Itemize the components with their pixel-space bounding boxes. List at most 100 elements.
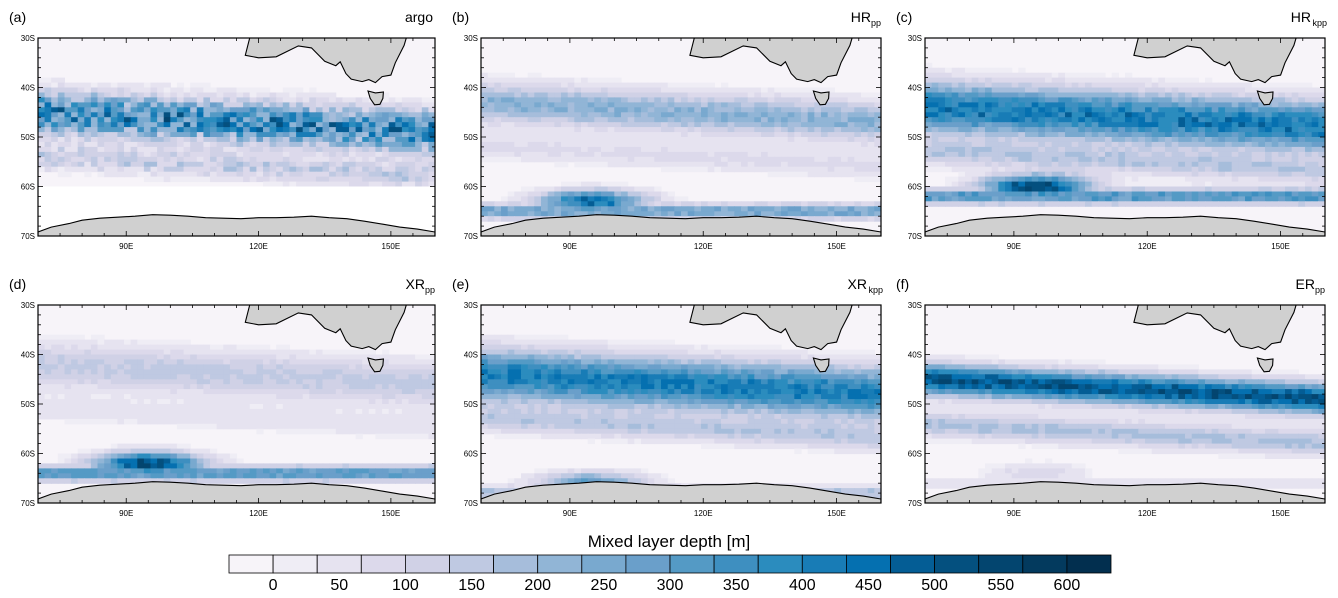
panel-letter: (a) <box>9 9 26 25</box>
colorbar-swatch <box>272 554 318 574</box>
colorbar-swatch <box>404 554 450 574</box>
lat-tick-label: 70S <box>21 232 35 241</box>
lon-tick-label: 120E <box>249 509 268 518</box>
lat-tick-label: 40S <box>21 84 35 93</box>
lon-tick-label: 90E <box>1007 242 1021 251</box>
colorbar-tick-label: 400 <box>789 577 816 594</box>
lat-tick-label: 60S <box>908 450 922 459</box>
antarctica-landmass <box>481 481 881 503</box>
lon-tick-label: 120E <box>1138 509 1157 518</box>
lat-tick-label: 40S <box>464 84 478 93</box>
lat-tick-label: 60S <box>908 183 922 192</box>
lon-tick-label: 120E <box>694 509 713 518</box>
antarctica-landmass <box>925 214 1325 236</box>
australia-landmass <box>244 38 435 84</box>
colorbar-swatch <box>581 554 627 574</box>
colorbar-swatch <box>449 554 494 574</box>
panel-title: HR <box>1291 9 1311 25</box>
panel-e: 30S 40S 50S 60S 70S 90E 120E 150E (e) XR kpp <box>452 276 883 518</box>
lat-tick-label: 30S <box>908 301 922 310</box>
tasmania-landmass <box>812 357 830 373</box>
colorbar-tick-label: 50 <box>330 577 348 594</box>
lat-tick-label: 60S <box>464 183 478 192</box>
colorbar-title: Mixed layer depth [m] <box>588 532 751 551</box>
colorbar-swatch <box>360 554 406 574</box>
colorbar-tick-label: 100 <box>392 577 419 594</box>
lat-tick-label: 40S <box>464 351 478 360</box>
antarctica-landmass <box>38 481 435 503</box>
colorbar-swatch <box>669 554 715 574</box>
panel-title: HR <box>851 9 871 25</box>
colorbar-swatch <box>625 554 671 574</box>
tasmania-landmass <box>367 90 385 106</box>
lon-tick-label: 150E <box>382 509 401 518</box>
colorbar-swatch <box>846 554 891 574</box>
panel-title: argo <box>405 9 433 25</box>
antarctica-landmass <box>481 214 881 236</box>
lat-tick-label: 60S <box>21 183 35 192</box>
colorbar-tick-label: 200 <box>524 577 551 594</box>
australia-landmass <box>244 305 435 351</box>
lat-tick-label: 70S <box>464 499 478 508</box>
lat-tick-label: 50S <box>464 400 478 409</box>
lon-tick-label: 90E <box>1007 509 1021 518</box>
panel-title-subscript: kpp <box>1312 18 1327 28</box>
lat-tick-label: 50S <box>21 133 35 142</box>
panel-letter: (d) <box>9 276 26 292</box>
lat-tick-label: 70S <box>464 232 478 241</box>
panel-title: XR <box>406 276 425 292</box>
panel-letter: (b) <box>452 9 469 25</box>
colorbar-swatch <box>890 554 935 574</box>
colorbar-swatch <box>1022 554 1068 574</box>
lat-tick-label: 40S <box>908 84 922 93</box>
lon-tick-label: 90E <box>119 509 133 518</box>
lat-tick-label: 40S <box>21 351 35 360</box>
lat-tick-label: 60S <box>21 450 35 459</box>
panel-letter: (c) <box>896 9 912 25</box>
colorbar-tick-label: 300 <box>657 577 684 594</box>
lat-tick-label: 40S <box>908 351 922 360</box>
lat-tick-label: 50S <box>464 133 478 142</box>
lon-tick-label: 120E <box>249 242 268 251</box>
tasmania-landmass <box>367 357 385 373</box>
colorbar-tick-label: 500 <box>921 577 948 594</box>
lat-tick-label: 70S <box>908 499 922 508</box>
tasmania-landmass <box>1256 90 1274 106</box>
lat-tick-label: 30S <box>464 301 478 310</box>
colorbar-tick-label: 350 <box>723 577 750 594</box>
colorbar-tick-label: 550 <box>987 577 1014 594</box>
australia-landmass <box>689 305 881 351</box>
lat-tick-label: 70S <box>908 232 922 241</box>
lat-tick-label: 70S <box>21 499 35 508</box>
lon-tick-label: 150E <box>1271 509 1290 518</box>
lon-tick-label: 150E <box>382 242 401 251</box>
colorbar-swatch <box>801 554 847 574</box>
colorbar-swatch <box>493 554 539 574</box>
panel-f: 30S 40S 50S 60S 70S 90E 120E 150E (f) ER pp <box>896 276 1326 518</box>
lon-tick-label: 120E <box>694 242 713 251</box>
panel-c: 30S 40S 50S 60S 70S 90E 120E 150E (c) HR kpp <box>896 9 1327 251</box>
colorbar-swatch <box>713 554 759 574</box>
panel-title-subscript: pp <box>1315 285 1325 295</box>
australia-landmass <box>1133 38 1325 84</box>
colorbar: Mixed layer depth [m] 0 50 100 150 200 250 300… <box>228 532 1112 594</box>
lon-tick-label: 150E <box>827 242 846 251</box>
tasmania-landmass <box>812 90 830 106</box>
colorbar-tick-label: 250 <box>591 577 618 594</box>
lon-tick-label: 90E <box>119 242 133 251</box>
lon-tick-label: 90E <box>563 242 577 251</box>
australia-landmass <box>1133 305 1325 351</box>
colorbar-swatch <box>537 554 583 574</box>
panel-letter: (f) <box>896 276 909 292</box>
panel-a: 30S 40S 50S 60S 70S 90E 120E 150E (a) argo <box>9 9 436 251</box>
lat-tick-label: 50S <box>908 133 922 142</box>
australia-landmass <box>689 38 881 84</box>
lat-tick-label: 30S <box>464 34 478 43</box>
antarctica-landmass <box>925 481 1325 503</box>
tasmania-landmass <box>1256 357 1274 373</box>
lon-tick-label: 150E <box>1271 242 1290 251</box>
panel-d: 30S 40S 50S 60S 70S 90E 120E 150E (d) XR pp <box>9 276 436 518</box>
colorbar-tick-label: 0 <box>269 577 278 594</box>
lon-tick-label: 120E <box>1138 242 1157 251</box>
